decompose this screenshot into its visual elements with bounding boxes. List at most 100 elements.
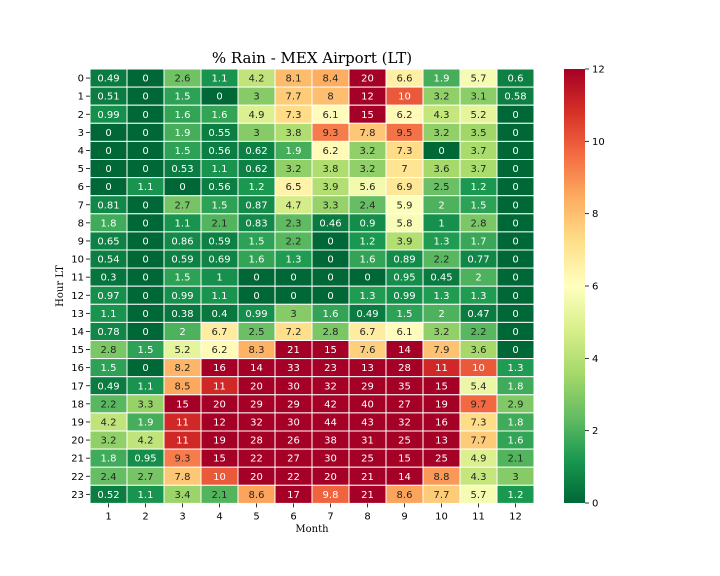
cell-value-label: 0 [512,327,518,338]
y-tick: 19 [71,417,90,428]
cell-value-label: 27 [287,454,300,465]
cell-value-label: 0.89 [393,255,415,266]
cell-value-label: 1.5 [471,200,487,211]
x-axis-label: Month [295,524,329,535]
cell-value-label: 28 [250,436,263,447]
cell-value-label: 0 [512,218,518,229]
cell-value-label: 0.47 [467,309,489,320]
cell-value-label: 0.77 [467,255,489,266]
cell-value-label: 1.6 [360,255,376,266]
cell-value-label: 0.86 [171,236,193,247]
cell-value-label: 0 [105,182,111,193]
colorbar-tick: 12 [585,65,605,76]
colorbar-tick: 8 [585,209,598,220]
cell-value-label: 20 [361,74,374,85]
cell-value-label: 3.7 [471,164,487,175]
cell-value-label: 0.95 [393,273,415,284]
cell-value-label: 5.2 [175,345,191,356]
y-tick-label: 4 [78,146,84,157]
y-axis-label: Hour LT [55,265,66,307]
cell-value-label: 13 [435,436,448,447]
cell-value-label: 8.6 [397,490,413,501]
cell-value-label: 8.2 [175,363,191,374]
cell-value-label: 1.8 [101,454,117,465]
y-tick-label: 19 [71,417,84,428]
cell-value-label: 7.7 [471,436,487,447]
cell-value-label: 10 [472,363,485,374]
cell-value-label: 1.3 [471,291,487,302]
y-tick-label: 22 [71,472,84,483]
cell-value-label: 7.9 [434,345,450,356]
y-tick-label: 18 [71,399,84,410]
cell-value-label: 3.2 [286,164,302,175]
cell-value-label: 1.5 [138,345,154,356]
cell-value-label: 6.9 [397,182,413,193]
cell-value-label: 14 [250,363,263,374]
cell-value-label: 0.59 [171,255,193,266]
cell-value-label: 0 [142,74,148,85]
cell-value-label: 0 [253,291,259,302]
cell-value-label: 9.3 [323,128,339,139]
cell-value-label: 7.8 [360,128,376,139]
cell-value-label: 31 [361,436,374,447]
cell-value-label: 1.1 [212,291,228,302]
cell-value-label: 0.45 [430,273,452,284]
cell-value-label: 3 [253,128,259,139]
heatmap-cells [89,68,535,504]
cell-value-label: 1.6 [249,255,265,266]
y-tick-label: 9 [78,236,84,247]
y-tick: 10 [71,255,90,266]
y-tick-label: 12 [71,291,84,302]
cell-value-label: 0 [105,164,111,175]
cell-value-label: 15 [435,381,448,392]
cell-value-label: 42 [324,399,337,410]
x-tick: 4 [216,503,223,522]
cell-value-label: 0 [105,146,111,157]
cell-value-label: 0 [512,236,518,247]
cell-value-label: 4.3 [471,472,487,483]
cell-value-label: 0 [142,128,148,139]
cell-value-label: 2.1 [212,218,228,229]
cell-value-label: 0 [142,363,148,374]
x-tick: 10 [435,503,448,522]
x-tick: 9 [401,503,408,522]
cell-value-label: 14 [398,472,411,483]
cell-value-label: 19 [213,436,226,447]
x-tick: 11 [472,503,485,522]
cell-value-label: 3.6 [434,164,450,175]
cell-value-label: 0.55 [208,128,230,139]
cell-value-label: 1.5 [175,146,191,157]
cell-value-label: 0.56 [208,146,230,157]
cell-value-label: 0.87 [245,200,267,211]
cell-value-label: 0.38 [171,309,193,320]
cell-value-label: 1.8 [508,417,524,428]
cell-value-label: 38 [324,436,337,447]
cell-value-label: 1.5 [397,309,413,320]
cell-value-label: 0 [142,146,148,157]
cell-value-label: 0 [364,273,370,284]
cell-value-label: 0.99 [393,291,415,302]
cell-value-label: 1.1 [101,309,117,320]
y-tick: 9 [78,236,90,247]
cell-value-label: 16 [213,363,226,374]
cell-value-label: 0.52 [97,490,119,501]
colorbar-tick-label: 0 [592,499,598,510]
cell-value-label: 2.4 [360,200,376,211]
cell-value-label: 5.9 [397,200,413,211]
cell-value-label: 0.69 [208,255,230,266]
cell-value-label: 0.46 [319,218,341,229]
cell-value-label: 14 [398,345,411,356]
y-tick-label: 5 [78,164,84,175]
cell-value-label: 13 [361,363,374,374]
cell-value-label: 15 [324,345,337,356]
cell-value-label: 7.8 [175,472,191,483]
cell-value-label: 0 [512,164,518,175]
cell-value-label: 2.1 [212,490,228,501]
cell-value-label: 10 [213,472,226,483]
y-tick: 18 [71,399,90,410]
cell-value-label: 6.7 [360,327,376,338]
cell-value-label: 2.2 [471,327,487,338]
cell-value-label: 0 [512,146,518,157]
y-tick-label: 7 [78,200,84,211]
cell-value-label: 1.6 [508,436,524,447]
